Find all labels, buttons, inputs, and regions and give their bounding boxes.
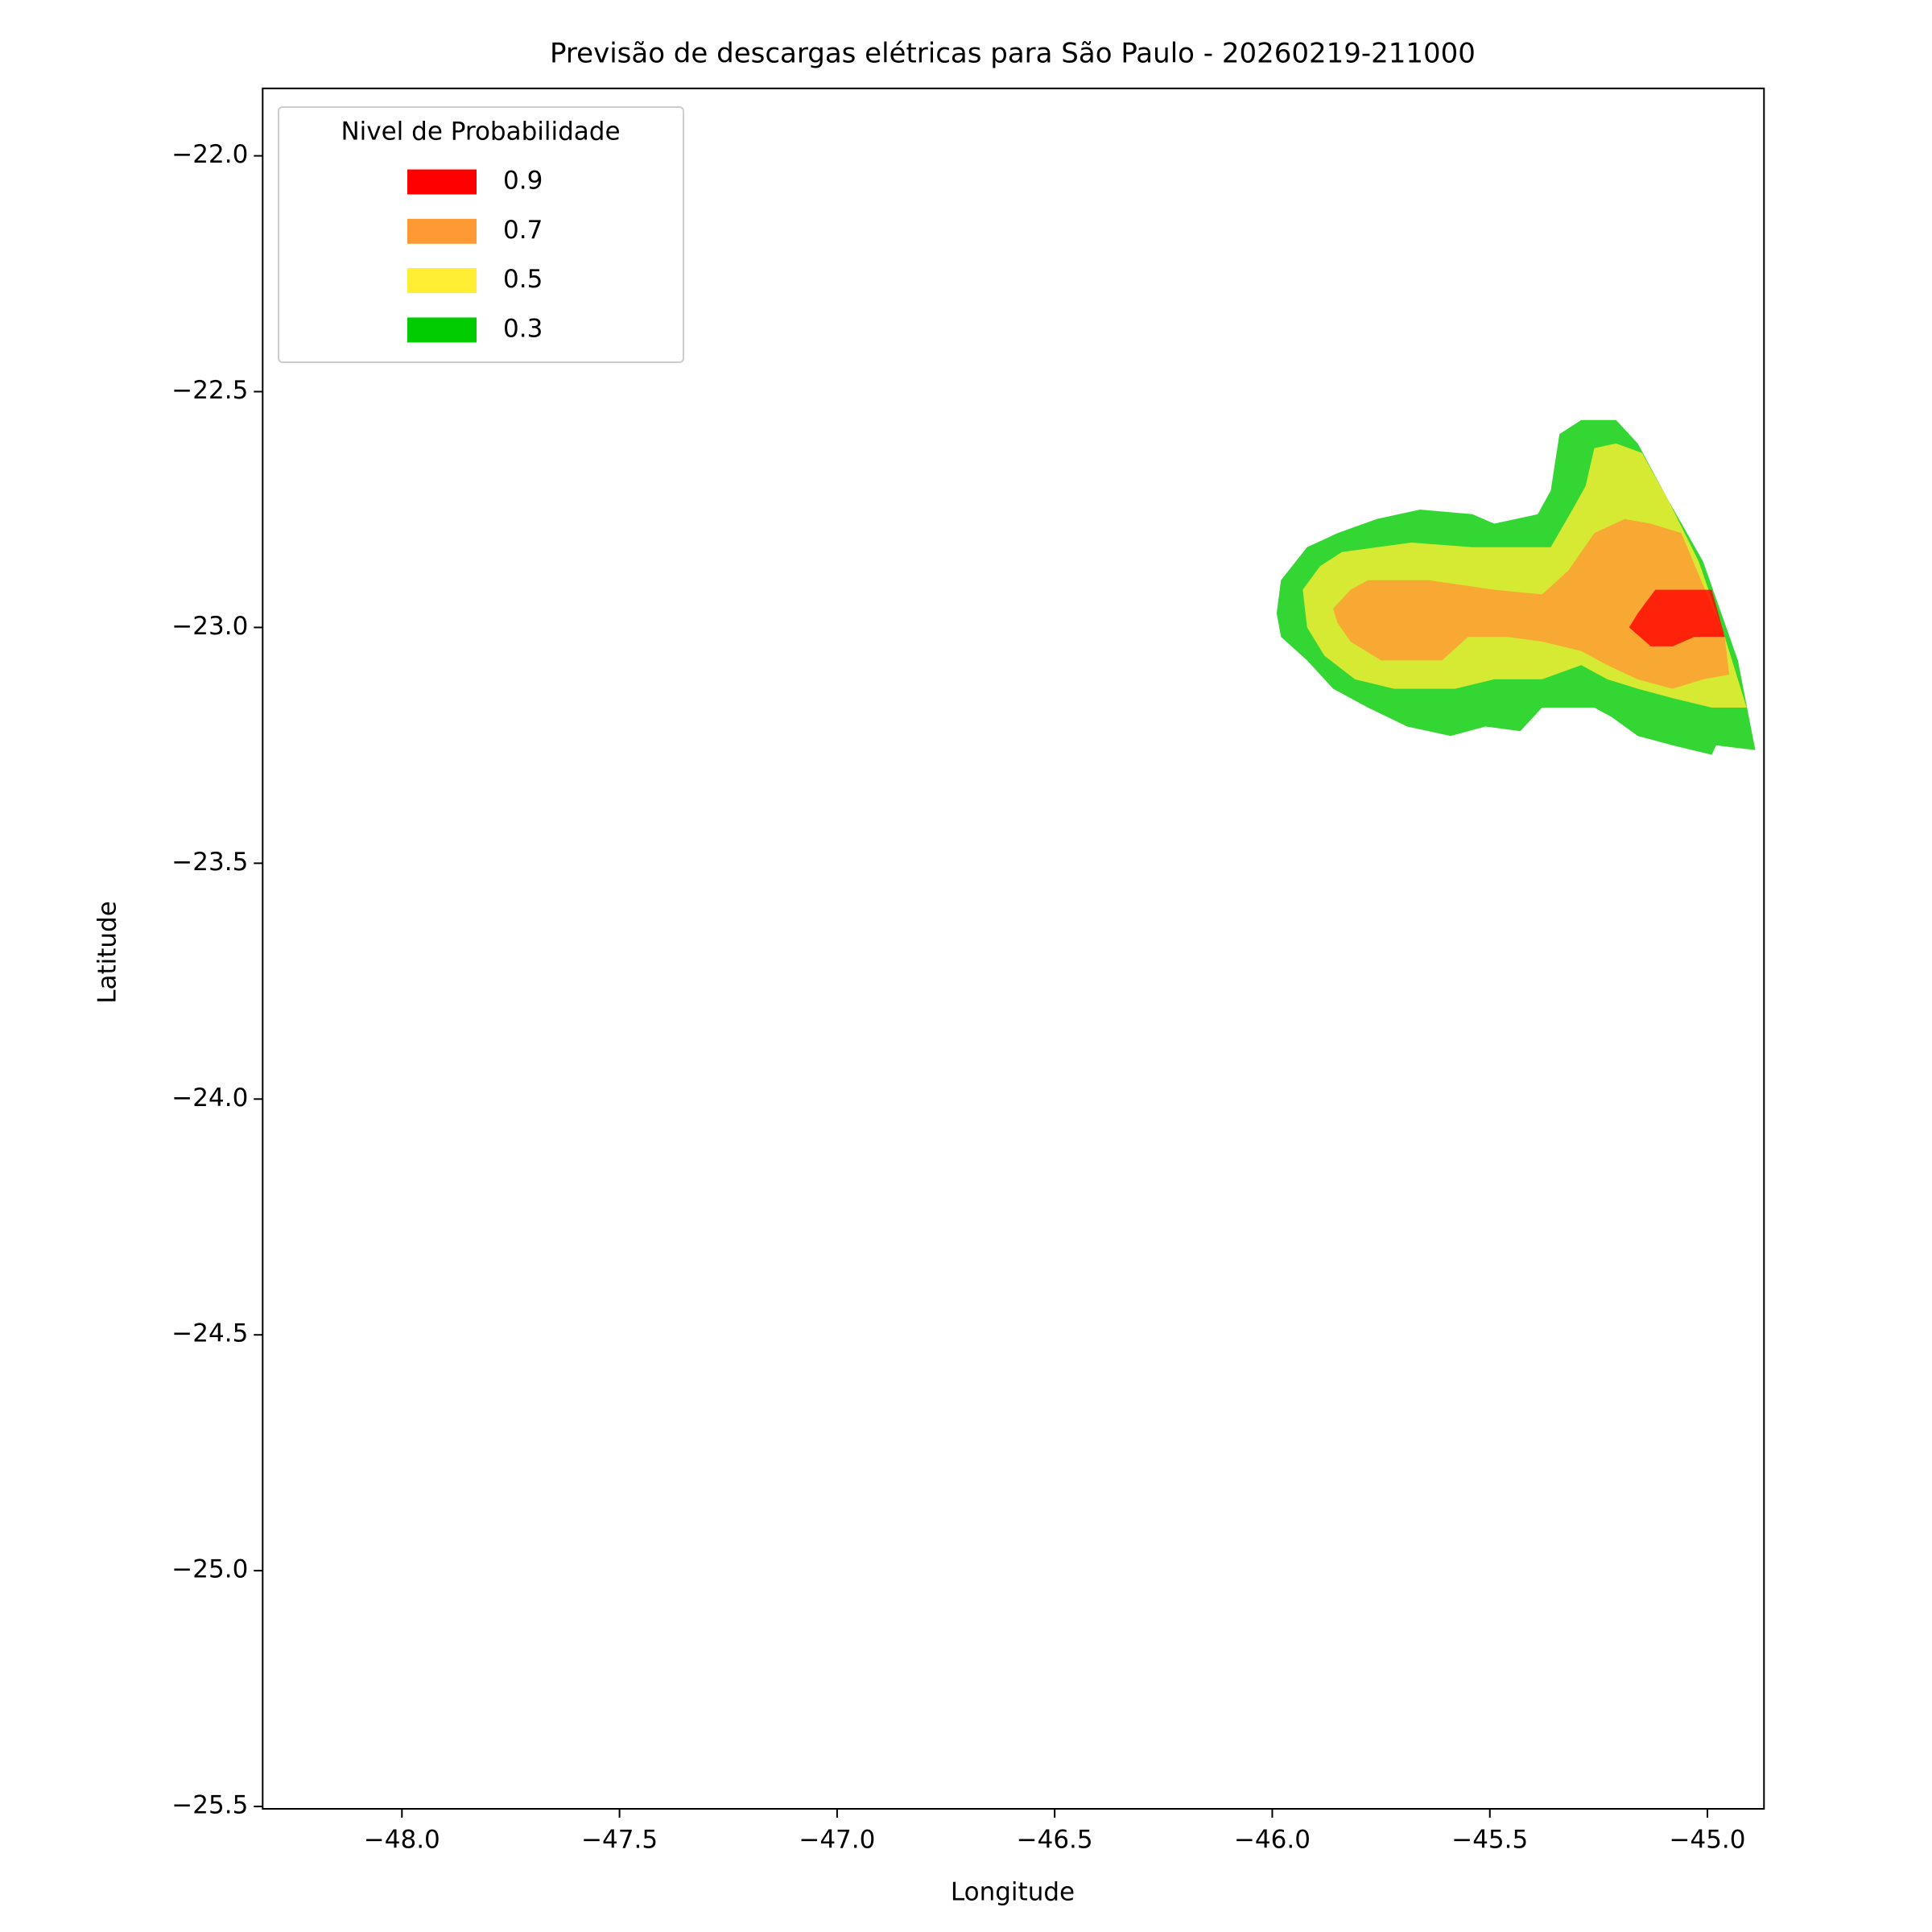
x-tick-label: −46.5 (1017, 1826, 1093, 1855)
y-tick-label: −23.5 (171, 848, 248, 877)
x-tick-label: −48.0 (364, 1826, 440, 1855)
contour-region (1629, 589, 1725, 646)
y-tick-label: −24.5 (171, 1319, 248, 1348)
x-tick-label: −45.5 (1451, 1826, 1528, 1855)
x-tick-label: −45.0 (1670, 1826, 1746, 1855)
y-tick-label: −22.5 (171, 376, 248, 405)
legend-swatch (407, 317, 477, 343)
y-tick-label: −25.5 (171, 1791, 248, 1820)
plot-frame (262, 87, 1765, 1810)
legend-label: 0.7 (503, 216, 543, 245)
legend-swatch (407, 169, 477, 195)
x-axis-label: Longitude (951, 1878, 1075, 1907)
y-tick-label: −23.0 (171, 612, 248, 641)
legend-title: Nivel de Probabilidade (341, 118, 620, 147)
legend-swatch (407, 268, 477, 294)
legend: Nivel de Probabilidade 0.9 0.7 0.5 0.3 (278, 106, 684, 363)
legend-box (278, 106, 684, 363)
x-tick-label: −46.0 (1234, 1826, 1311, 1855)
y-tick-label: −24.0 (171, 1084, 248, 1113)
x-tick-label: −47.5 (581, 1826, 658, 1855)
legend-label: 0.9 (503, 167, 543, 196)
y-tick-label: −22.0 (171, 140, 248, 169)
legend-label: 0.5 (503, 265, 543, 294)
y-axis-label: Latitude (93, 901, 122, 1004)
x-tick-label: −47.0 (799, 1826, 875, 1855)
legend-label: 0.3 (503, 314, 543, 343)
contour-region (1333, 518, 1730, 689)
legend-swatch (407, 218, 477, 244)
chart-title: Previsão de descargas elétricas para São… (550, 38, 1476, 70)
y-tick-label: −25.0 (171, 1555, 248, 1584)
